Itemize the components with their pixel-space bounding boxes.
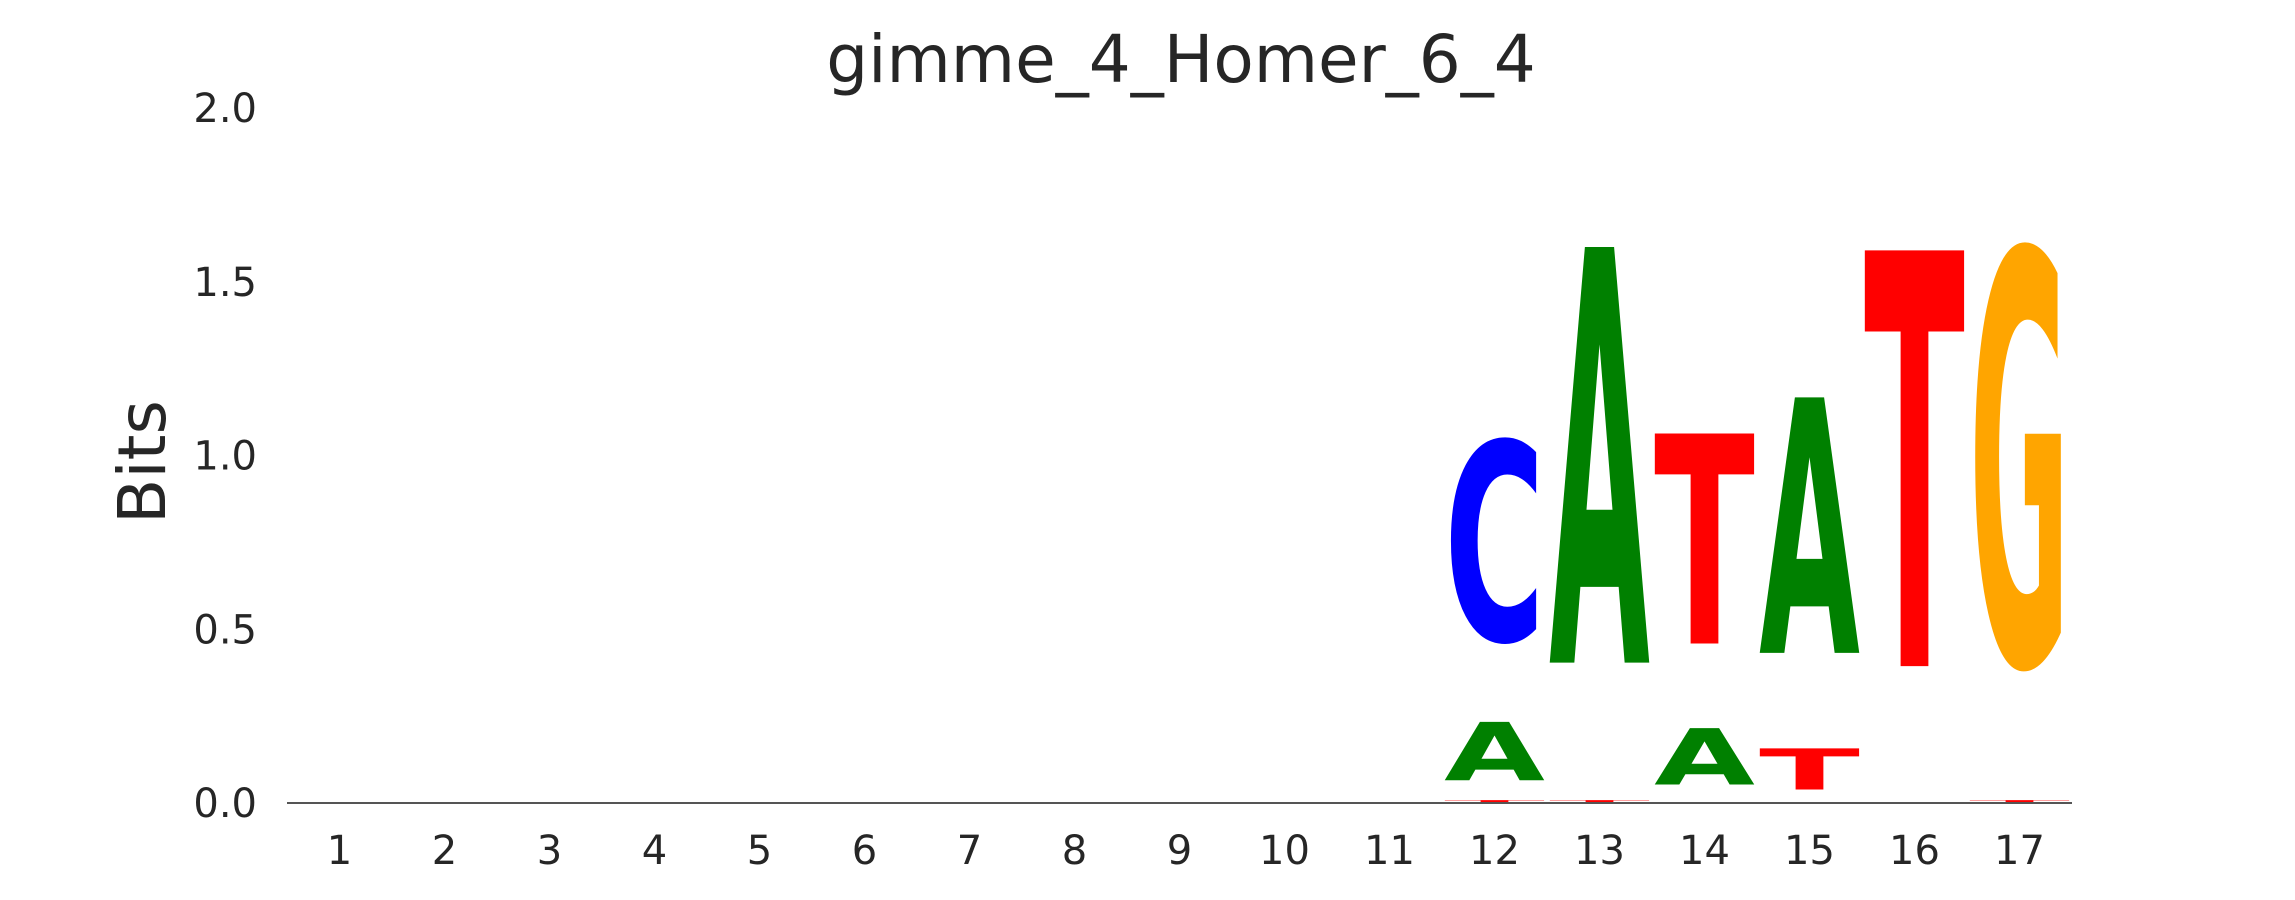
y-tick-label: 0.5 (193, 607, 257, 653)
x-tick-label: 12 (1469, 828, 1520, 874)
logo-letter-a: A (1759, 329, 1861, 736)
x-tick-label: 13 (1574, 828, 1625, 874)
x-tick-label: 16 (1889, 828, 1940, 874)
x-tick-label: 2 (432, 828, 457, 874)
x-tick-label: 14 (1679, 828, 1730, 874)
y-tick-label: 1.5 (193, 260, 257, 306)
y-axis-ticks: 0.0 0.5 1.0 1.5 2.0 (193, 86, 257, 827)
logo-letter-t: T (1654, 375, 1755, 711)
x-tick-label: 7 (957, 828, 982, 874)
x-axis-ticks: 1 2 3 4 5 6 7 8 9 10 11 12 13 14 15 16 17 (327, 828, 2045, 874)
logo-letter-t: T (1759, 737, 1860, 803)
y-tick-label: 0.0 (193, 781, 257, 827)
y-axis-title: Bits (104, 400, 181, 524)
logo-letter-t: T (1969, 800, 2070, 803)
x-tick-label: 8 (1062, 828, 1087, 874)
x-tick-label: 10 (1259, 828, 1310, 874)
logo-letter-t: T (1864, 138, 1966, 802)
x-tick-label: 17 (1994, 828, 2045, 874)
logo-letter-a: A (1444, 706, 1545, 799)
x-tick-label: 9 (1167, 828, 1192, 874)
chart-title: gimme_4_Homer_6_4 (826, 21, 1535, 98)
logo-letter-a: A (1654, 714, 1755, 803)
logo-letter-t: T (1444, 800, 1545, 803)
x-tick-label: 5 (747, 828, 772, 874)
logo-letter-g: G (1969, 137, 2070, 798)
x-tick-label: 1 (327, 828, 352, 874)
x-tick-label: 4 (642, 828, 667, 874)
logo-letter-c: C (1444, 387, 1545, 705)
logo-letter-t: T (1549, 800, 1650, 803)
x-tick-label: 3 (537, 828, 562, 874)
logo-letter-a: A (1549, 133, 1651, 798)
y-tick-label: 2.0 (193, 86, 257, 132)
x-tick-label: 15 (1784, 828, 1835, 874)
x-tick-label: 6 (852, 828, 877, 874)
x-tick-label: 11 (1364, 828, 1415, 874)
y-tick-label: 1.0 (193, 434, 257, 480)
